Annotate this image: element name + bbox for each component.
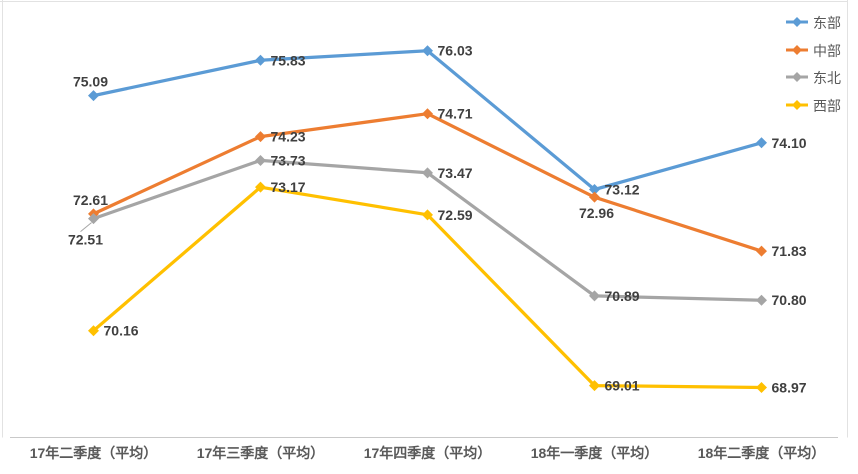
data-label-东部: 74.10 <box>772 135 807 151</box>
data-point-marker-西部 <box>756 382 767 393</box>
x-axis-label: 17年四季度（平均） <box>364 445 492 461</box>
legend-marker-icon-东部 <box>792 17 802 27</box>
legend-marker-icon-东北 <box>792 72 802 82</box>
data-point-marker-东部 <box>589 184 600 196</box>
series-line-东北 <box>91 158 764 302</box>
data-label-东部: 76.03 <box>438 43 473 59</box>
data-point-marker-东北 <box>255 154 266 166</box>
data-label-西部: 68.97 <box>772 380 807 396</box>
data-label-中部: 72.61 <box>73 192 108 208</box>
legend-marker-icon-中部 <box>792 45 802 55</box>
data-point-marker-西部 <box>589 380 600 392</box>
data-point-marker-西部 <box>422 209 433 221</box>
legend-label-东北: 东北 <box>813 70 841 86</box>
data-point-marker-西部 <box>255 181 266 193</box>
data-label-东部: 73.12 <box>605 182 640 198</box>
data-label-东部: 75.09 <box>73 74 108 90</box>
x-axis-label: 17年二季度（平均） <box>30 445 158 461</box>
x-axis-label: 18年二季度（平均） <box>698 445 826 461</box>
data-label-东北: 73.73 <box>271 152 306 168</box>
data-point-marker-东部 <box>88 90 99 102</box>
label-leader-line <box>80 222 92 233</box>
data-point-marker-西部 <box>88 325 99 337</box>
data-label-中部: 74.71 <box>438 106 473 122</box>
data-label-中部: 72.96 <box>579 205 614 221</box>
data-point-marker-中部 <box>255 131 266 143</box>
data-label-东北: 70.80 <box>772 292 807 308</box>
data-label-西部: 70.16 <box>104 323 139 339</box>
data-point-marker-东部 <box>422 45 433 57</box>
data-label-中部: 74.23 <box>271 129 306 145</box>
data-point-marker-东部 <box>756 137 767 149</box>
data-point-marker-东部 <box>255 54 266 66</box>
legend-label-东部: 东部 <box>813 15 841 31</box>
data-label-西部: 73.17 <box>271 179 306 195</box>
data-point-marker-中部 <box>756 245 767 257</box>
data-label-东部: 75.83 <box>271 52 306 68</box>
data-label-东北: 72.51 <box>68 232 103 248</box>
data-label-东北: 73.47 <box>438 165 473 181</box>
data-point-marker-东北 <box>88 213 99 225</box>
legend-marker-icon-西部 <box>792 100 802 110</box>
data-point-marker-东北 <box>756 294 767 306</box>
data-point-marker-东北 <box>422 167 433 179</box>
legend-label-中部: 中部 <box>813 43 841 59</box>
data-label-西部: 69.01 <box>605 378 640 394</box>
data-point-marker-中部 <box>422 108 433 120</box>
x-axis-label: 17年三季度（平均） <box>197 445 325 461</box>
data-label-西部: 72.59 <box>438 207 473 223</box>
data-point-marker-东北 <box>589 290 600 302</box>
data-label-中部: 71.83 <box>772 243 807 259</box>
data-point-marker-中部 <box>589 191 600 203</box>
data-label-东北: 70.89 <box>605 288 640 304</box>
legend-label-西部: 西部 <box>813 98 841 114</box>
x-axis-label: 18年一季度（平均） <box>531 445 659 461</box>
